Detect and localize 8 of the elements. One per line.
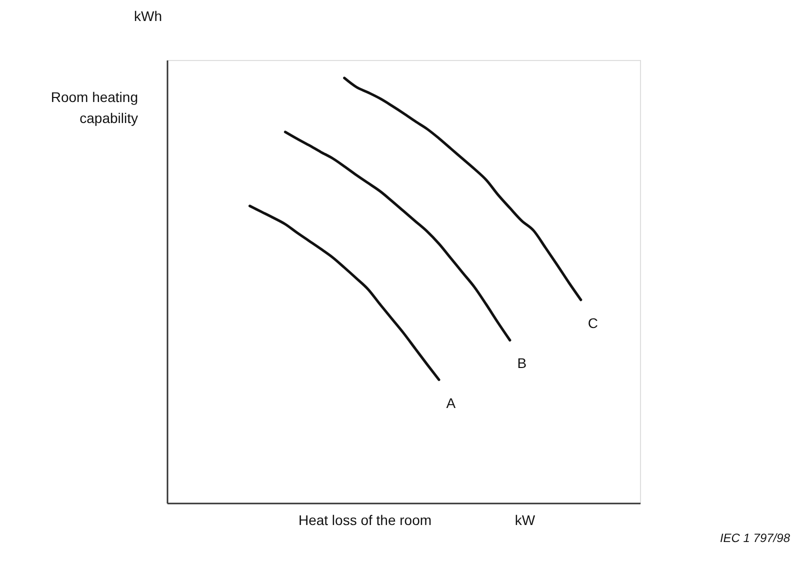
- text: kW: [514, 512, 536, 528]
- series-label: A: [446, 394, 456, 411]
- text: kWh: [134, 8, 162, 24]
- series-label: C: [588, 314, 598, 331]
- series-label: B: [517, 355, 527, 372]
- x-axis-title: Heat loss of the room: [298, 512, 432, 528]
- text: IEC 1 797/98: [720, 531, 790, 545]
- y-axis-title: Room heating capability: [50, 89, 138, 126]
